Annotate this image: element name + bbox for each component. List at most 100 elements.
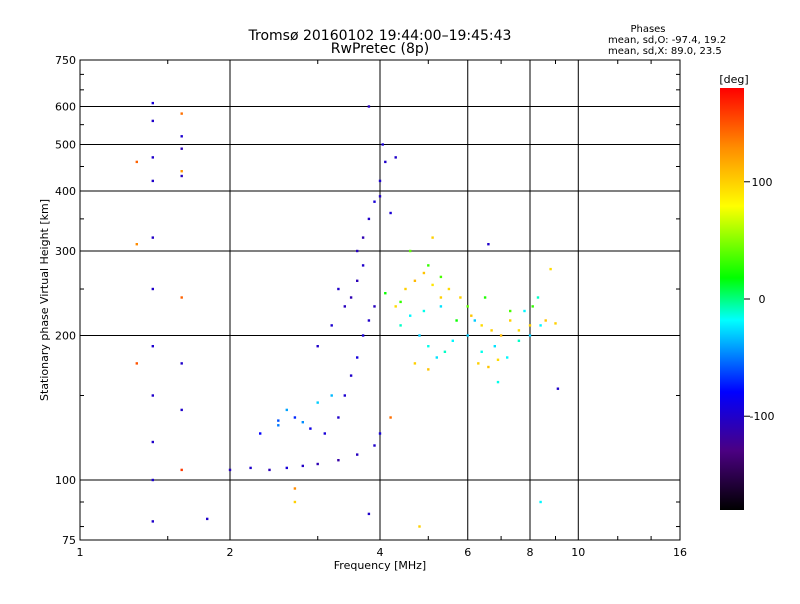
colorbar-ticks: 100 0 -100 bbox=[744, 176, 774, 423]
data-point bbox=[180, 135, 183, 138]
data-point bbox=[285, 408, 288, 412]
data-point bbox=[316, 462, 319, 466]
data-point bbox=[293, 416, 297, 419]
data-point bbox=[528, 324, 532, 327]
data-point bbox=[413, 362, 417, 365]
y-tick-label: 600 bbox=[55, 101, 76, 114]
y-tick-label: 400 bbox=[55, 185, 76, 198]
data-point bbox=[309, 427, 312, 430]
data-point bbox=[409, 249, 412, 253]
data-point bbox=[480, 350, 483, 353]
data-point bbox=[373, 444, 376, 447]
data-point bbox=[483, 296, 487, 299]
colorbar-label: [deg] bbox=[719, 73, 748, 86]
data-point bbox=[431, 236, 434, 239]
data-point bbox=[151, 478, 154, 482]
data-point bbox=[323, 432, 326, 435]
phases-line-o: mean, sd,O: -97.4, 19.2 bbox=[608, 35, 726, 46]
data-point bbox=[249, 466, 252, 470]
data-point bbox=[539, 324, 542, 327]
data-point bbox=[384, 160, 387, 164]
data-point bbox=[549, 267, 552, 271]
data-point bbox=[439, 275, 443, 279]
data-point bbox=[477, 362, 480, 365]
data-point bbox=[343, 394, 346, 397]
data-point bbox=[367, 217, 371, 221]
data-point bbox=[285, 466, 288, 470]
y-tick-label: 100 bbox=[55, 474, 76, 487]
chart-subtitle: RwPretec (8p) bbox=[331, 41, 429, 57]
data-point bbox=[151, 520, 154, 523]
data-point bbox=[373, 200, 376, 203]
data-point bbox=[356, 249, 359, 253]
data-point bbox=[539, 500, 542, 504]
data-point bbox=[180, 147, 183, 150]
x-tick-label: 1 bbox=[77, 546, 84, 559]
data-point bbox=[378, 195, 382, 198]
data-point bbox=[389, 211, 392, 215]
data-point bbox=[228, 468, 232, 472]
data-point bbox=[509, 319, 512, 322]
data-point bbox=[466, 334, 469, 337]
data-point bbox=[367, 105, 371, 108]
data-point bbox=[151, 440, 154, 444]
data-point bbox=[330, 324, 333, 327]
phases-line-x: mean, sd,X: 89.0, 23.5 bbox=[608, 46, 722, 57]
data-point bbox=[389, 416, 392, 419]
data-point bbox=[399, 324, 402, 327]
data-point bbox=[509, 309, 512, 313]
data-point bbox=[470, 314, 473, 317]
x-tick-label: 10 bbox=[571, 546, 585, 559]
data-point bbox=[517, 339, 521, 342]
data-point bbox=[268, 468, 271, 472]
data-point bbox=[277, 424, 280, 427]
data-point bbox=[277, 419, 280, 422]
chart-title: Tromsø 20160102 19:44:00–19:45:43 bbox=[248, 28, 512, 44]
x-tick-label: 2 bbox=[227, 546, 234, 559]
data-point bbox=[499, 334, 503, 337]
data-point bbox=[556, 387, 560, 390]
data-point bbox=[337, 459, 340, 462]
data-point bbox=[493, 345, 496, 348]
data-point bbox=[378, 179, 382, 183]
data-point bbox=[422, 271, 426, 275]
data-point bbox=[180, 296, 183, 299]
y-tick-label: 200 bbox=[55, 330, 76, 343]
data-point bbox=[151, 287, 154, 291]
data-point bbox=[373, 305, 376, 308]
data-point bbox=[394, 305, 397, 308]
data-point bbox=[151, 156, 154, 159]
data-point bbox=[435, 356, 438, 359]
y-tick-label: 75 bbox=[62, 534, 76, 547]
data-point bbox=[459, 296, 462, 299]
data-point bbox=[496, 380, 500, 384]
data-point bbox=[473, 319, 476, 322]
data-point bbox=[151, 345, 154, 348]
data-point bbox=[180, 112, 183, 115]
data-point bbox=[356, 279, 359, 282]
data-point bbox=[151, 179, 154, 183]
data-point bbox=[361, 264, 365, 267]
data-point bbox=[180, 408, 183, 412]
x-tick-label: 6 bbox=[464, 546, 471, 559]
data-point bbox=[367, 512, 371, 516]
data-point bbox=[337, 287, 340, 291]
data-point bbox=[381, 143, 384, 146]
data-point bbox=[427, 345, 430, 348]
data-point bbox=[151, 101, 154, 105]
data-point bbox=[180, 174, 183, 178]
data-point bbox=[399, 300, 402, 304]
y-tick-label: 300 bbox=[55, 245, 76, 258]
y-axis-label: Stationary phase Virtual Height [km] bbox=[38, 199, 51, 401]
data-point bbox=[496, 358, 500, 361]
phases-heading: Phases bbox=[630, 24, 665, 35]
data-point bbox=[293, 500, 297, 504]
data-point bbox=[427, 264, 430, 267]
x-tick-label: 16 bbox=[673, 546, 687, 559]
data-point bbox=[439, 296, 443, 299]
data-point bbox=[337, 416, 340, 419]
colorbar bbox=[720, 88, 744, 510]
data-point bbox=[384, 292, 387, 295]
data-point bbox=[361, 236, 365, 239]
